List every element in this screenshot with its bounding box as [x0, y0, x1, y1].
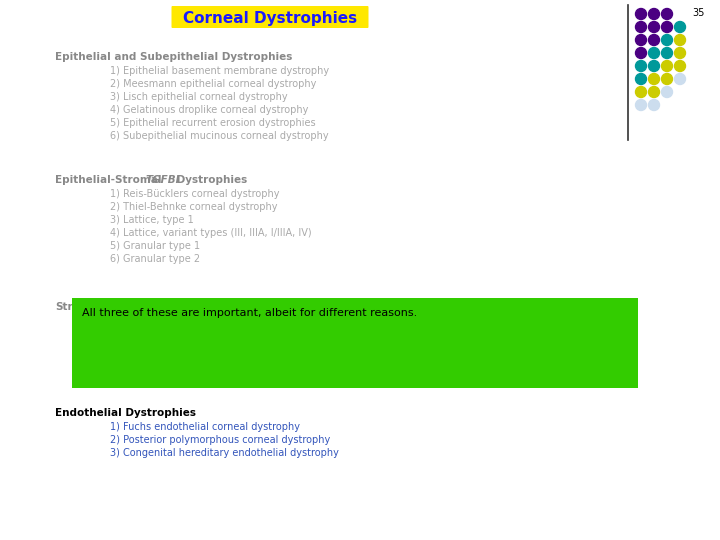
- Circle shape: [675, 60, 685, 71]
- Circle shape: [636, 9, 647, 19]
- Text: TGFBI: TGFBI: [145, 175, 179, 185]
- Circle shape: [636, 99, 647, 111]
- Circle shape: [649, 73, 660, 84]
- Text: Endothelial Dystrophies: Endothelial Dystrophies: [55, 408, 196, 418]
- Circle shape: [649, 35, 660, 45]
- Circle shape: [662, 73, 672, 84]
- Circle shape: [649, 48, 660, 58]
- Text: 35: 35: [693, 8, 705, 18]
- Text: 6) Subepithelial mucinous corneal dystrophy: 6) Subepithelial mucinous corneal dystro…: [110, 131, 328, 141]
- FancyBboxPatch shape: [72, 298, 638, 388]
- Text: 1) Reis-Bücklers corneal dystrophy: 1) Reis-Bücklers corneal dystrophy: [110, 189, 279, 199]
- Text: Epithelial and Subepithelial Dystrophies: Epithelial and Subepithelial Dystrophies: [55, 52, 292, 62]
- Circle shape: [675, 22, 685, 32]
- Text: Epithelial-Stromal: Epithelial-Stromal: [55, 175, 165, 185]
- Circle shape: [649, 9, 660, 19]
- FancyBboxPatch shape: [171, 6, 369, 28]
- Text: 4) Lattice, variant types (III, IIIA, I/IIIA, IV): 4) Lattice, variant types (III, IIIA, I/…: [110, 228, 312, 238]
- Circle shape: [636, 60, 647, 71]
- Text: 2) Posterior polymorphous corneal dystrophy: 2) Posterior polymorphous corneal dystro…: [110, 435, 330, 445]
- Text: 5) Granular type 1: 5) Granular type 1: [110, 241, 200, 251]
- Circle shape: [636, 35, 647, 45]
- Text: 3) Congenital hereditary endothelial dystrophy: 3) Congenital hereditary endothelial dys…: [110, 448, 339, 458]
- Text: 1) Epithelial basement membrane dystrophy: 1) Epithelial basement membrane dystroph…: [110, 66, 329, 76]
- Text: Corneal Dystrophies: Corneal Dystrophies: [183, 10, 357, 25]
- Circle shape: [675, 73, 685, 84]
- Circle shape: [662, 22, 672, 32]
- Circle shape: [662, 48, 672, 58]
- Text: All three of these are important, albeit for different reasons.: All three of these are important, albeit…: [82, 308, 418, 318]
- Text: 5) Epithelial recurrent erosion dystrophies: 5) Epithelial recurrent erosion dystroph…: [110, 118, 315, 128]
- Circle shape: [649, 86, 660, 98]
- Circle shape: [636, 73, 647, 84]
- Circle shape: [675, 35, 685, 45]
- Circle shape: [675, 48, 685, 58]
- Text: 3) Lattice, type 1: 3) Lattice, type 1: [110, 215, 194, 225]
- Text: 4) Gelatinous droplike corneal dystrophy: 4) Gelatinous droplike corneal dystrophy: [110, 105, 308, 115]
- Circle shape: [662, 9, 672, 19]
- Circle shape: [662, 86, 672, 98]
- Circle shape: [636, 48, 647, 58]
- Text: 2) Meesmann epithelial corneal dystrophy: 2) Meesmann epithelial corneal dystrophy: [110, 79, 316, 89]
- Circle shape: [662, 35, 672, 45]
- Text: 3) Lisch epithelial corneal dystrophy: 3) Lisch epithelial corneal dystrophy: [110, 92, 287, 102]
- Circle shape: [636, 22, 647, 32]
- Text: Dystrophies: Dystrophies: [173, 175, 247, 185]
- Text: 6) Granular type 2: 6) Granular type 2: [110, 254, 200, 264]
- Circle shape: [649, 99, 660, 111]
- Text: 2) Thiel-Behnke corneal dystrophy: 2) Thiel-Behnke corneal dystrophy: [110, 202, 277, 212]
- Text: 1) Fuchs endothelial corneal dystrophy: 1) Fuchs endothelial corneal dystrophy: [110, 422, 300, 432]
- Circle shape: [636, 86, 647, 98]
- Text: Str: Str: [55, 302, 73, 312]
- Circle shape: [649, 60, 660, 71]
- Circle shape: [662, 60, 672, 71]
- Circle shape: [649, 22, 660, 32]
